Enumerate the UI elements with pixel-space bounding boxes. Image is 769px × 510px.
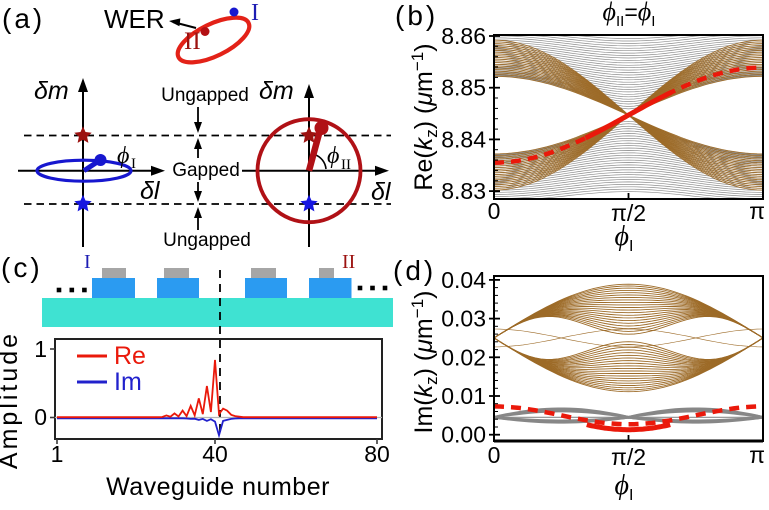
svg-text:ϕII=ϕI: ϕII=ϕI (603, 0, 656, 30)
svg-text:I: I (251, 0, 259, 26)
svg-text:0.04: 0.04 (441, 267, 486, 293)
svg-text:0: 0 (488, 198, 501, 224)
svg-text:(b): (b) (395, 0, 438, 31)
svg-text:0: 0 (34, 404, 47, 430)
svg-text:1: 1 (51, 441, 64, 467)
svg-text:π/2: π/2 (611, 200, 646, 226)
svg-text:Re: Re (114, 342, 146, 370)
svg-text:1: 1 (34, 336, 47, 362)
svg-text:80: 80 (364, 441, 390, 467)
svg-text:I: I (131, 156, 136, 172)
svg-text:0.00: 0.00 (441, 422, 486, 448)
svg-text:δm: δm (34, 77, 69, 105)
svg-text:0.03: 0.03 (441, 306, 486, 332)
svg-text:WER: WER (104, 4, 165, 34)
svg-text:Re(kz) (μm−1): Re(kz) (μm−1) (408, 43, 441, 190)
svg-text:Im: Im (114, 368, 142, 396)
svg-text:0.01: 0.01 (441, 383, 486, 409)
svg-text:40: 40 (202, 441, 228, 467)
svg-text:0.02: 0.02 (441, 344, 486, 370)
svg-text:δl: δl (371, 178, 392, 206)
svg-text:δm: δm (259, 77, 294, 105)
svg-text:II: II (342, 251, 355, 273)
svg-text:II: II (341, 157, 351, 173)
svg-text:8.86: 8.86 (441, 23, 486, 49)
svg-text:8.85: 8.85 (441, 75, 486, 101)
svg-text:ϕI: ϕI (615, 470, 634, 504)
svg-text:(d): (d) (393, 255, 436, 286)
svg-text:π: π (749, 442, 765, 468)
svg-text:Im(kz) (μm−1): Im(kz) (μm−1) (408, 291, 441, 434)
svg-text:π: π (749, 198, 765, 224)
svg-text:(a): (a) (2, 3, 45, 34)
svg-text:ϕ: ϕ (327, 143, 339, 169)
svg-text:ϕ: ϕ (117, 143, 129, 169)
svg-text:II: II (184, 28, 201, 55)
svg-text:π/2: π/2 (611, 444, 646, 470)
svg-text:0: 0 (488, 442, 501, 468)
svg-text:Gapped: Gapped (172, 160, 240, 181)
svg-text:(c): (c) (1, 252, 43, 283)
svg-text:Ungapped: Ungapped (161, 85, 249, 106)
svg-text:8.84: 8.84 (441, 126, 486, 152)
svg-text:Amplitude: Amplitude (0, 331, 23, 469)
svg-text:I: I (84, 251, 91, 273)
svg-text:δl: δl (140, 177, 161, 205)
svg-text:Ungapped: Ungapped (163, 230, 251, 251)
svg-text:8.83: 8.83 (441, 178, 486, 204)
svg-text:ϕI: ϕI (615, 221, 634, 255)
svg-text:Waveguide number: Waveguide number (106, 473, 330, 501)
